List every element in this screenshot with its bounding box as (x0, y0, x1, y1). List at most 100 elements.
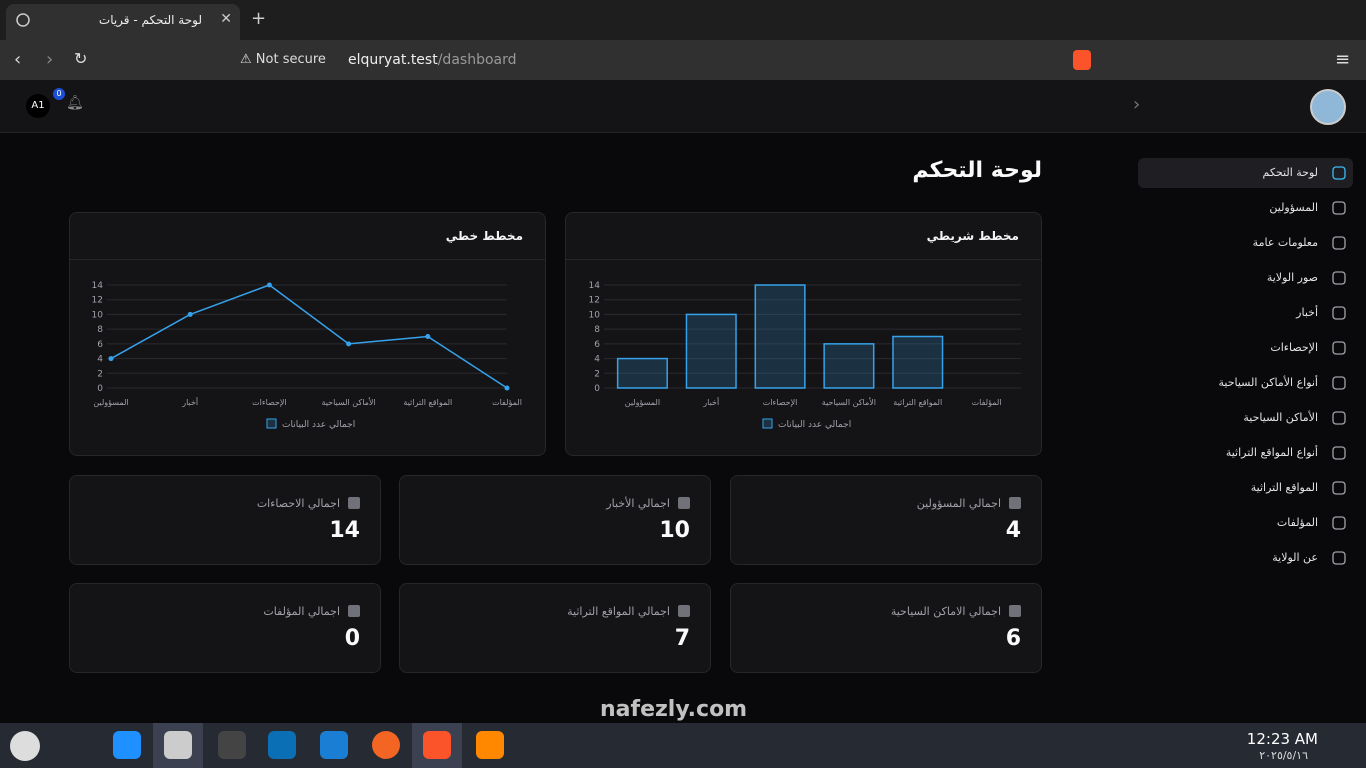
sidebar-item[interactable]: الأماكن السياحية (1138, 403, 1353, 433)
x-tick-label: الإحصاءات (763, 398, 798, 408)
legend-label: اجمالي عدد البيانات (282, 420, 355, 430)
sidebar-label: معلومات عامة (1252, 236, 1318, 249)
stat-icon (678, 497, 690, 509)
icon-shape (1332, 446, 1346, 460)
stat-label: اجمالي الاماكن السياحية (890, 605, 1001, 618)
icon-shape (1332, 551, 1346, 565)
sidebar-icon (1332, 446, 1346, 460)
back[interactable]: ‹ (14, 49, 22, 70)
stat-value: 10 (659, 518, 690, 543)
x-tick-label: الأماكن السياحية (822, 397, 876, 407)
files-icon[interactable] (164, 731, 192, 759)
divider (70, 259, 545, 260)
stat-icon (348, 605, 360, 617)
y-tick-label: 12 (92, 296, 103, 306)
bar (616, 357, 668, 389)
stat-icon (1009, 497, 1021, 509)
brave-shield[interactable] (1073, 50, 1091, 70)
date: ٢٠٢٥/٥/١٦ (1259, 749, 1308, 762)
y-tick-label: 10 (92, 310, 104, 320)
stat-card: اجمالي الأخبار 10 (399, 475, 711, 565)
sidebar-icon (1332, 481, 1346, 495)
sidebar-item[interactable]: المواقع التراثية (1138, 473, 1353, 503)
app-icon[interactable] (268, 731, 296, 759)
bar-chart: 0 2 4 6 8 10 12 14 المسؤولين أخبار الإحصاءات الأماك… (589, 281, 1021, 430)
stat-value: 4 (1005, 518, 1021, 543)
card-title: مخطط شريطي (926, 229, 1019, 243)
terminal-icon[interactable] (218, 731, 246, 759)
watermark-text: nafezly.com (600, 697, 748, 722)
collapse[interactable]: › (1133, 94, 1141, 115)
y-tick-label: 6 (97, 340, 103, 350)
point (504, 385, 510, 391)
sidebar-label: الإحصاءات (1270, 341, 1318, 354)
bell[interactable]: 🔔︎ (66, 95, 84, 111)
legend-swatch (762, 418, 773, 429)
icon-shape (1332, 411, 1346, 425)
y-tick-label: 8 (594, 325, 600, 335)
line-card: مخطط خطي 0 2 4 6 8 10 12 14 المسؤولين أخبار الإحصا… (69, 212, 546, 456)
sidebar-item[interactable]: الإحصاءات (1138, 333, 1353, 363)
vscode-icon[interactable] (320, 731, 348, 759)
new-tab[interactable]: + (251, 8, 267, 29)
start[interactable] (10, 731, 40, 761)
bar (754, 284, 806, 389)
logo (1310, 89, 1346, 125)
x-tick-label: أخبار (181, 397, 198, 407)
reload[interactable]: ↻ (74, 49, 88, 68)
stat-value: 7 (674, 626, 690, 651)
sidebar-icon (1332, 376, 1346, 390)
sidebar-label: عن الولاية (1272, 551, 1318, 564)
y-tick-label: 0 (594, 384, 600, 394)
stat-label: اجمالي الاحصاءات (256, 497, 340, 510)
sidebar-item[interactable]: المؤلفات (1138, 508, 1353, 538)
sidebar-item[interactable]: صور الولاية (1138, 263, 1353, 293)
vlc-icon[interactable] (476, 731, 504, 759)
store-icon[interactable] (113, 731, 141, 759)
sidebar-item[interactable]: لوحة التحكم (1138, 158, 1353, 188)
icon-shape (1332, 376, 1346, 390)
point (108, 356, 114, 362)
brave-icon[interactable] (423, 731, 451, 759)
x-tick-label: المسؤولين (625, 398, 660, 407)
stat-card: اجمالي المواقع التراثية 7 (399, 583, 711, 673)
bar-card: مخطط شريطي 0 2 4 6 8 10 12 14 المسؤولين أخبار الإح… (565, 212, 1042, 456)
sidebar-icon (1332, 551, 1346, 565)
stat-icon (678, 605, 690, 617)
x-tick-label: المؤلفات (972, 398, 1002, 407)
y-tick-label: 4 (97, 355, 103, 365)
line-chart: 0 2 4 6 8 10 12 14 المسؤولين أخبار الإحصاءات الأماك… (92, 281, 522, 430)
y-tick-label: 12 (589, 296, 600, 306)
url[interactable]: elquryat.test/dashboard (348, 52, 517, 68)
sidebar-item[interactable]: أنواع الأماكن السياحية (1138, 368, 1353, 398)
app-icon[interactable] (372, 731, 400, 759)
point (266, 282, 272, 288)
sidebar-item[interactable]: أنواع المواقع التراثية (1138, 438, 1353, 468)
stat-label: اجمالي المؤلفات (263, 605, 340, 618)
legend-label: اجمالي عدد البيانات (778, 420, 851, 430)
bar (685, 313, 737, 389)
tab[interactable]: لوحة التحكم - قريات ✕ (6, 4, 240, 40)
avatar[interactable]: A1 (26, 94, 50, 118)
security[interactable]: ⚠ Not secure (240, 52, 326, 67)
sidebar-item[interactable]: عن الولاية (1138, 543, 1353, 573)
sidebar-icon (1332, 516, 1346, 530)
y-tick-label: 14 (92, 281, 104, 291)
forward[interactable]: › (46, 49, 54, 70)
sidebar-item[interactable]: المسؤولين (1138, 193, 1353, 223)
sidebar-label: أنواع المواقع التراثية (1225, 446, 1318, 459)
stat-card: اجمالي الاماكن السياحية 6 (730, 583, 1042, 673)
stat-card: اجمالي الاحصاءات 14 (69, 475, 381, 565)
sidebar-label: المؤلفات (1276, 516, 1318, 529)
x-tick-label: المواقع التراثية (893, 398, 942, 407)
divider (566, 259, 1041, 260)
page-title: لوحة التحكم (912, 158, 1042, 183)
watermark: nafezly.com (600, 680, 747, 726)
sidebar-item[interactable]: أخبار (1138, 298, 1353, 328)
tab-close[interactable]: ✕ (220, 11, 232, 27)
sidebar-label: صور الولاية (1266, 271, 1318, 284)
icon-shape (1332, 166, 1346, 180)
sidebar-item[interactable]: معلومات عامة (1138, 228, 1353, 258)
y-tick-label: 2 (97, 369, 103, 379)
menu[interactable]: ≡ (1335, 49, 1351, 70)
